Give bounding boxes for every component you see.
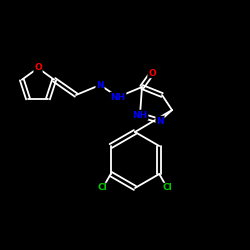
Text: NH: NH (132, 110, 148, 120)
Text: O: O (148, 68, 156, 78)
Text: Cl: Cl (98, 184, 108, 192)
Text: N: N (156, 116, 164, 126)
Text: NH: NH (110, 92, 126, 102)
Text: O: O (34, 64, 42, 72)
Text: N: N (96, 80, 104, 90)
Text: Cl: Cl (162, 184, 172, 192)
